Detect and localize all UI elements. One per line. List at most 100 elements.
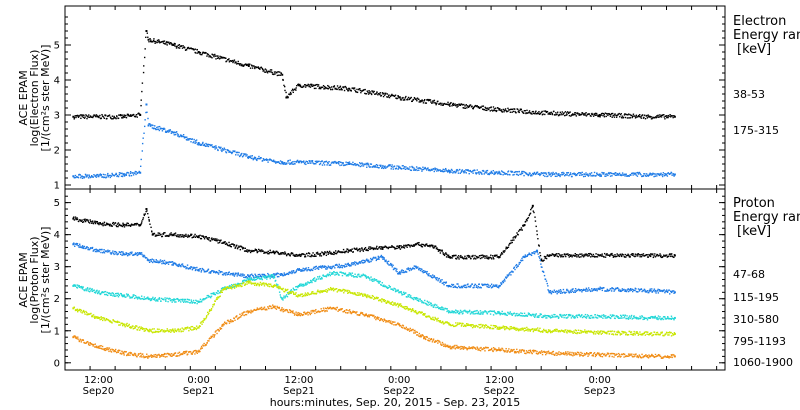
trace-dot — [198, 144, 200, 146]
trace-dot — [262, 273, 264, 276]
trace-dot — [196, 143, 199, 145]
trace-dot — [633, 115, 635, 117]
trace-dot — [518, 111, 520, 114]
trace-dot — [371, 278, 373, 281]
trace-dot — [164, 131, 167, 133]
trace-dot — [115, 253, 117, 255]
trace-dot — [245, 153, 247, 155]
trace-dot — [501, 282, 503, 284]
trace-dot — [525, 112, 527, 114]
trace-dot — [260, 250, 262, 253]
trace-dot — [103, 291, 106, 293]
trace-dot — [336, 85, 339, 87]
trace-dot — [382, 285, 385, 288]
trace-dot — [418, 169, 420, 171]
trace-dot — [446, 254, 449, 256]
trace-dot — [621, 172, 624, 174]
trace-dot — [86, 288, 88, 290]
trace-dot — [671, 253, 673, 255]
trace-dot — [631, 254, 634, 257]
trace-dot — [284, 89, 286, 92]
trace-dot — [94, 220, 96, 222]
trace-dot — [173, 134, 175, 136]
trace-dot — [270, 276, 272, 278]
trace-dot — [337, 265, 340, 268]
trace-dot — [427, 304, 429, 306]
trace-dot — [472, 286, 474, 289]
trace-dot — [92, 289, 94, 292]
trace-dot — [126, 222, 128, 224]
trace-dot — [625, 317, 628, 320]
trace-dot — [202, 236, 205, 238]
trace-dot — [248, 249, 251, 252]
trace-dot — [392, 289, 395, 291]
trace-dot — [177, 298, 179, 301]
trace-dot — [499, 312, 502, 315]
trace-dot — [510, 312, 513, 315]
trace-dot — [339, 86, 341, 89]
trace-dot — [191, 266, 193, 269]
trace-dot — [458, 103, 460, 105]
trace-dot — [154, 299, 156, 301]
trace-dot — [402, 165, 404, 167]
trace-dot — [650, 118, 653, 120]
trace-dot — [427, 99, 429, 101]
trace-dot — [192, 236, 195, 238]
trace-dot — [156, 39, 159, 42]
trace-dot — [441, 249, 443, 251]
trace-dot — [256, 277, 259, 279]
trace-dot — [360, 261, 362, 263]
trace-dot — [276, 250, 278, 253]
trace-dot — [98, 290, 100, 292]
trace-dot — [475, 286, 478, 289]
trace-dot — [411, 297, 414, 300]
trace-dot — [78, 173, 81, 176]
trace-dot — [409, 97, 412, 100]
trace-dot — [483, 255, 486, 257]
trace-dot — [584, 175, 586, 178]
data-point — [348, 264, 351, 267]
trace-dot — [350, 250, 352, 252]
trace-dot — [104, 174, 106, 176]
trace-dot — [340, 87, 343, 90]
trace-dot — [526, 219, 528, 222]
trace-dot — [153, 260, 155, 263]
trace-dot — [469, 104, 472, 106]
trace-dot — [149, 223, 151, 225]
trace-dot — [529, 212, 532, 215]
trace-dot — [383, 246, 386, 248]
trace-dot — [500, 173, 502, 176]
trace-dot — [420, 244, 422, 247]
trace-dot — [158, 260, 160, 263]
trace-dot — [463, 257, 465, 259]
trace-dot — [321, 86, 324, 89]
trace-dot — [529, 112, 531, 114]
trace-dot — [134, 172, 136, 174]
trace-dot — [577, 113, 579, 115]
trace-dot — [91, 222, 93, 224]
trace-dot — [157, 41, 159, 43]
trace-dot — [368, 92, 371, 94]
trace-dot — [620, 254, 622, 257]
trace-dot — [571, 288, 573, 291]
trace-dot — [558, 113, 560, 116]
trace-dot — [275, 283, 278, 285]
trace-dot — [234, 273, 236, 276]
trace-dot — [380, 246, 383, 248]
trace-dot — [130, 115, 133, 117]
trace-dot — [266, 251, 268, 254]
trace-dot — [192, 141, 194, 144]
trace-dot — [583, 289, 585, 292]
trace-dot — [307, 255, 309, 257]
trace-dot — [351, 87, 353, 89]
trace-dot — [413, 265, 416, 267]
trace-dot — [279, 252, 282, 255]
trace-dot — [151, 127, 154, 129]
trace-dot — [310, 162, 312, 164]
trace-dot — [107, 294, 109, 297]
trace-dot — [166, 44, 168, 46]
trace-dot — [415, 243, 417, 245]
data-point — [448, 103, 451, 106]
trace-dot — [576, 172, 579, 175]
trace-dot — [624, 113, 626, 115]
